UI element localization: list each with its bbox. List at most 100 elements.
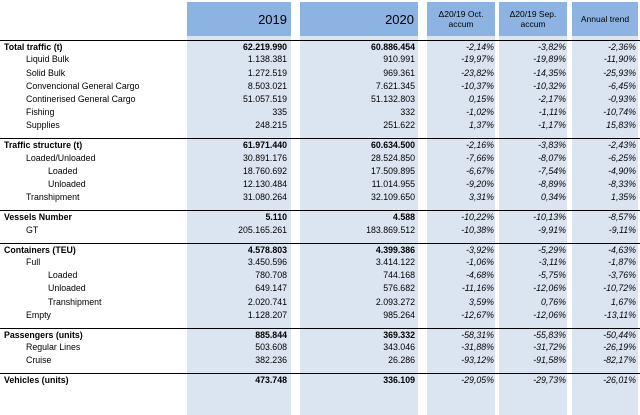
delta-sep-accum: -29,73%	[533, 375, 566, 386]
value-2020: 11.014.955	[371, 178, 415, 189]
value-2020: 183.869.512	[366, 224, 415, 235]
table-row: Fishing 335 332 -1,02% -1,11% -10,74%	[0, 106, 640, 119]
row-label: Unloaded	[48, 178, 86, 189]
value-2019: 51.057.519	[242, 93, 287, 104]
delta-sep-accum: -14,35%	[533, 67, 566, 78]
section-total-row: Vessels Number 5.110 4.588 -10,22% -10,13% -8…	[0, 210, 640, 223]
row-label: Vessels Number	[4, 212, 72, 223]
table-row: Supplies 248.215 251.622 1,37% -1,17% 15,83%	[0, 119, 640, 132]
value-2020: 985.264	[383, 309, 415, 320]
section-total-row: Total traffic (t) 62.219.990 60.886.454 -2,…	[0, 40, 640, 53]
table-body: Total traffic (t) 62.219.990 60.886.454 -2,…	[0, 40, 640, 387]
section-total-row: Containers (TEU) 4.578.803 4.399.386 -3,92%…	[0, 242, 640, 256]
value-2020: 2.093.272	[375, 296, 415, 307]
delta-sep-accum: -31,72%	[533, 342, 566, 353]
value-2019: 885.844	[255, 329, 287, 340]
row-label: GT	[26, 224, 39, 235]
annual-trend: -11,90%	[603, 54, 636, 65]
delta-oct-accum: -2,16%	[466, 140, 494, 151]
delta-sep-accum: -3,11%	[538, 257, 566, 268]
column-oct-shade	[427, 36, 495, 415]
table-row: Empty 1.128.207 985.264 -12,67% -12,06% -13,1…	[0, 309, 640, 322]
delta-sep-accum: -3,83%	[538, 140, 566, 151]
value-2019: 8.503.021	[247, 80, 287, 91]
annual-trend: -2,36%	[608, 42, 636, 52]
header-sep-accum: Δ20/19 Sep. accum	[499, 2, 567, 36]
column-trend-shade	[572, 36, 638, 415]
delta-sep-accum: -12,06%	[533, 283, 566, 294]
row-label: Loaded	[48, 270, 78, 281]
delta-sep-accum: -2,17%	[538, 93, 566, 104]
value-2019: 30.891.176	[242, 152, 287, 163]
value-2020: 336.109	[383, 375, 415, 386]
annual-trend: -13,11%	[603, 309, 636, 320]
delta-oct-accum: -1,02%	[466, 106, 494, 117]
delta-oct-accum: -93,12%	[461, 355, 494, 366]
delta-oct-accum: -19,97%	[461, 54, 494, 65]
value-2020: 332	[400, 106, 415, 117]
delta-sep-accum: 0,34%	[541, 192, 566, 203]
value-2019: 1.272.519	[247, 67, 287, 78]
value-2019: 3.450.596	[247, 257, 287, 268]
annual-trend: -26,19%	[603, 342, 636, 353]
header-oct-accum: Δ20/19 Oct. accum	[427, 2, 495, 36]
table-row: Loaded 780.708 744.168 -4,68% -5,75% -3,76%	[0, 269, 640, 282]
header-2019-label: 2019	[258, 11, 287, 27]
annual-trend: -2,43%	[608, 140, 636, 151]
value-2019: 4.578.803	[247, 244, 287, 255]
header-2020-label: 2020	[385, 11, 414, 27]
delta-oct-accum: -12,67%	[461, 309, 494, 320]
delta-oct-accum: -4,68%	[466, 270, 494, 281]
delta-oct-accum: -2,14%	[466, 42, 494, 52]
value-2019: 649.147	[255, 283, 287, 294]
column-2020-shade	[300, 36, 418, 415]
row-label: Supplies	[26, 120, 60, 131]
delta-oct-accum: -11,16%	[461, 283, 494, 294]
row-label: Loaded	[48, 165, 78, 176]
annual-trend: 1,35%	[611, 192, 636, 203]
delta-oct-accum: -1,06%	[466, 257, 494, 268]
row-label: Vehicles (units)	[4, 375, 69, 386]
value-2019: 1.128.207	[247, 309, 287, 320]
value-2019: 473.748	[255, 375, 287, 386]
delta-oct-accum: 3,59%	[469, 296, 494, 307]
delta-oct-accum: -23,82%	[461, 67, 494, 78]
delta-oct-accum: -29,05%	[461, 375, 494, 386]
header-2020: 2020	[300, 2, 418, 36]
value-2019: 62.219.990	[242, 42, 287, 52]
annual-trend: -8,33%	[608, 178, 636, 189]
delta-oct-accum: -10,22%	[461, 212, 494, 223]
delta-sep-accum: -7,54%	[538, 165, 566, 176]
table-row: Continerised General Cargo 51.057.519 51.1…	[0, 93, 640, 106]
row-label: Total traffic (t)	[4, 42, 63, 52]
delta-sep-accum: -1,17%	[538, 120, 566, 131]
delta-sep-accum: -8,89%	[538, 178, 566, 189]
value-2019: 5.110	[265, 212, 287, 223]
row-label: Continerised General Cargo	[26, 93, 136, 104]
value-2020: 4.399.386	[375, 244, 415, 255]
delta-sep-accum: -5,75%	[538, 270, 566, 281]
value-2020: 369.332	[383, 329, 415, 340]
row-label: Full	[26, 257, 41, 268]
section-total-row: Vehicles (units) 473.748 336.109 -29,05% -29…	[0, 373, 640, 386]
delta-sep-accum: -12,06%	[533, 309, 566, 320]
annual-trend: -82,17%	[603, 355, 636, 366]
delta-sep-accum: -19,89%	[533, 54, 566, 65]
delta-oct-accum: 3,31%	[469, 192, 494, 203]
table-row: Loaded 18.760.692 17.509.895 -6,67% -7,54% -4…	[0, 165, 640, 178]
delta-sep-accum: -55,83%	[533, 329, 566, 340]
delta-oct-accum: 0,15%	[469, 93, 494, 104]
annual-trend: -25,93%	[603, 67, 636, 78]
delta-sep-accum: -3,82%	[538, 42, 566, 52]
value-2019: 18.760.692	[242, 165, 287, 176]
annual-trend: -8,57%	[608, 212, 636, 223]
table-row: Loaded/Unloaded 30.891.176 28.524.850 -7,66…	[0, 152, 640, 165]
value-2020: 26.286	[388, 355, 415, 366]
section-total-row: Passengers (units) 885.844 369.332 -58,31% -…	[0, 327, 640, 341]
table-row: Regular Lines 503.608 343.046 -31,88% -31,72…	[0, 341, 640, 354]
annual-trend: -10,72%	[603, 283, 636, 294]
value-2020: 51.132.803	[370, 93, 415, 104]
value-2020: 17.509.895	[370, 165, 415, 176]
delta-sep-accum: -10,13%	[533, 212, 566, 223]
